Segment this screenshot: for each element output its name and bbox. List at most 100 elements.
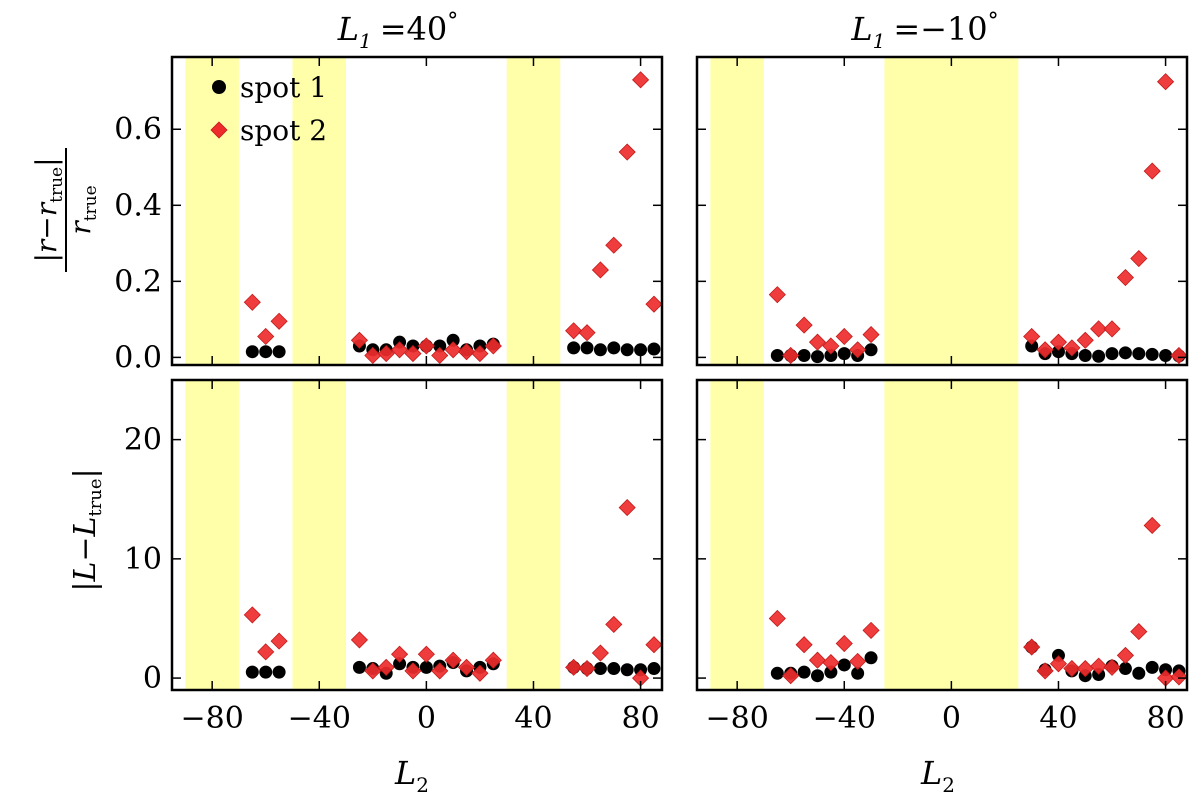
shaded-band [506,57,561,365]
data-point-spot-2 [795,636,813,654]
column-title-1: L1 =40° [337,9,459,53]
data-point-spot-1 [647,662,661,676]
x-tick-label: 40 [514,701,552,736]
data-point-spot-2 [1063,659,1081,678]
data-point-spot-1 [419,660,433,674]
legend: spot 1 spot 2 [210,71,327,147]
data-point-spot-1 [620,343,634,357]
data-point-spot-2 [1049,655,1068,673]
data-point-spot-1 [567,341,581,355]
data-point-spot-2 [1063,339,1081,357]
shaded-band [710,380,764,690]
data-point-spot-2 [645,636,662,654]
y-label-bottom: |L−Ltrue| [68,468,106,591]
data-point-spot-1 [580,341,594,355]
data-point-spot-1 [393,657,407,671]
data-point-spot-1 [770,666,784,680]
data-point-spot-2 [782,346,800,365]
data-point-spot-1 [1051,345,1065,359]
panel-bottom-right: −80 −40 0 40 80 [695,378,1189,736]
data-point-spot-2 [782,667,800,685]
data-point-spot-2 [364,346,382,365]
plot-area [185,380,662,690]
data-point-spot-2 [835,634,853,653]
data-point-spot-1 [1118,346,1132,360]
data-point-spot-1 [1092,349,1106,363]
data-point-spot-2 [565,322,583,340]
y-label-top-denominator: rtrue [64,185,101,234]
data-point-spot-2 [484,651,502,669]
data-point-spot-2 [457,658,476,676]
data-point-spot-2 [645,295,662,313]
y-label-bottom-text: |L−Ltrue| [68,468,106,591]
data-point-spot-2 [1103,320,1121,338]
data-point-spot-2 [808,333,827,351]
data-point-spot-2 [862,326,880,344]
data-point-spot-2 [1023,327,1041,346]
data-point-spot-1 [1105,347,1119,361]
data-point-spot-2 [618,143,636,161]
shaded-band [884,57,1019,365]
data-point-spot-1 [1078,348,1092,362]
shaded-band [292,380,347,690]
data-point-spot-2 [835,327,853,346]
shaded-band [185,57,239,365]
data-point-spot-1 [259,345,273,359]
data-point-spot-1 [851,666,865,680]
legend-marker-spot-1 [212,80,226,94]
data-point-spot-1 [593,343,607,357]
panel-frame [170,55,664,367]
data-point-spot-1 [433,339,447,353]
data-point-spot-1 [272,665,286,679]
data-point-spot-2 [457,343,476,361]
data-point-spot-2 [605,615,623,633]
data-point-spot-2 [1036,341,1054,359]
data-point-spot-1 [620,663,634,677]
data-point-spot-2 [822,337,840,355]
data-point-spot-1 [797,348,811,362]
data-point-spot-2 [1116,268,1134,287]
data-point-spot-1 [446,333,460,347]
y-tick-label: 0 [143,661,162,696]
data-point-spot-2 [471,664,489,682]
data-point-spot-2 [391,645,409,663]
data-point-spot-2 [484,337,502,355]
shaded-band [506,380,561,690]
data-point-spot-1 [593,662,607,676]
y-tick-label: 0.0 [114,340,162,375]
data-point-spot-2 [471,345,489,363]
panel-frame [170,378,664,692]
data-point-spot-2 [417,337,435,355]
data-point-spot-2 [1157,73,1175,91]
plot-area [710,57,1187,365]
plot-area [710,380,1187,690]
data-point-spot-2 [377,345,395,363]
y-tick-label: 20 [124,423,162,458]
y-tick-label: 0.4 [114,188,162,223]
data-point-spot-1 [864,651,878,665]
data-point-spot-2 [350,331,368,349]
data-point-spot-2 [1090,657,1108,675]
x-tick-label: −80 [181,701,244,736]
data-point-spot-1 [1118,662,1132,676]
data-point-spot-1 [1025,339,1039,353]
data-point-spot-2 [578,659,596,678]
data-point-spot-2 [808,651,827,669]
data-point-spot-1 [1132,666,1146,680]
data-point-spot-2 [578,324,596,342]
data-point-spot-2 [1090,320,1108,338]
column-title-2: L1 =−10° [850,9,998,53]
x-tick-label: −40 [813,701,876,736]
data-point-spot-1 [1145,660,1159,674]
data-point-spot-1 [259,665,273,679]
data-point-spot-2 [444,651,462,669]
data-point-spot-2 [1103,658,1121,676]
data-point-spot-2 [1143,516,1161,535]
data-point-spot-2 [591,261,609,279]
data-point-spot-2 [1170,346,1187,365]
x-tick-label: −80 [706,701,769,736]
data-point-spot-2 [1170,668,1187,686]
data-point-spot-2 [1130,249,1148,268]
data-point-spot-1 [864,343,878,357]
data-point-spot-1 [647,342,661,356]
